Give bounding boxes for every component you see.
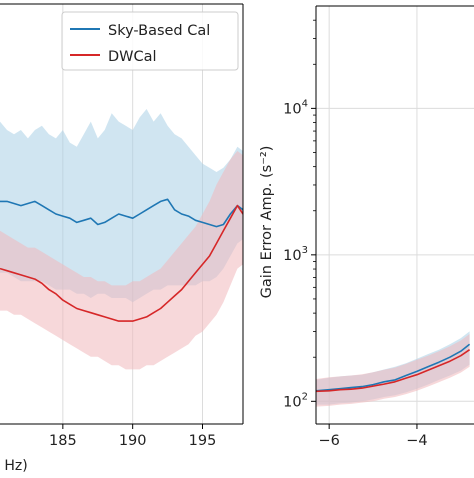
x-tick-label: −6 <box>318 433 339 449</box>
x-tick-label: 185 <box>49 433 77 449</box>
line-sky-based-cal <box>0 198 243 228</box>
band-series-1 <box>316 334 470 407</box>
right-y-axis-label: Gain Error Amp. (s⁻²) <box>259 146 275 299</box>
line-series-0 <box>316 343 471 392</box>
legend-box <box>61 11 239 71</box>
left-panel: 185 190 195 Hz) Sky-Based Cal DWCal <box>0 3 244 474</box>
left-x-ticks: 185 190 195 <box>49 424 216 449</box>
legend-label-sky-based-cal: Sky-Based Cal <box>108 23 210 39</box>
x-tick-label: 190 <box>119 433 147 449</box>
legend-label-dwcal: DWCal <box>108 49 157 65</box>
right-x-ticks: −6 −4 <box>318 424 428 449</box>
right-gridlines <box>316 6 474 424</box>
right-confidence-bands <box>316 331 470 407</box>
right-y-ticks: 102 103 104 <box>283 19 316 410</box>
y-tick-label: 102 <box>283 391 308 410</box>
y-tick-label: 104 <box>283 98 308 117</box>
x-tick-label: −4 <box>406 433 427 449</box>
line-series-1 <box>316 349 471 393</box>
right-panel: −6 −4 102 103 104 Gain Error Amp. (s⁻²) <box>259 5 474 449</box>
legend: Sky-Based Cal DWCal <box>61 11 239 71</box>
x-tick-label: 195 <box>189 433 217 449</box>
band-dwcal <box>0 151 243 370</box>
left-x-axis-label: Hz) <box>4 458 27 474</box>
right-series-lines <box>316 343 471 393</box>
left-confidence-bands <box>0 109 243 370</box>
left-series-lines <box>0 198 243 322</box>
line-dwcal <box>0 204 243 322</box>
y-tick-label: 103 <box>283 245 308 264</box>
